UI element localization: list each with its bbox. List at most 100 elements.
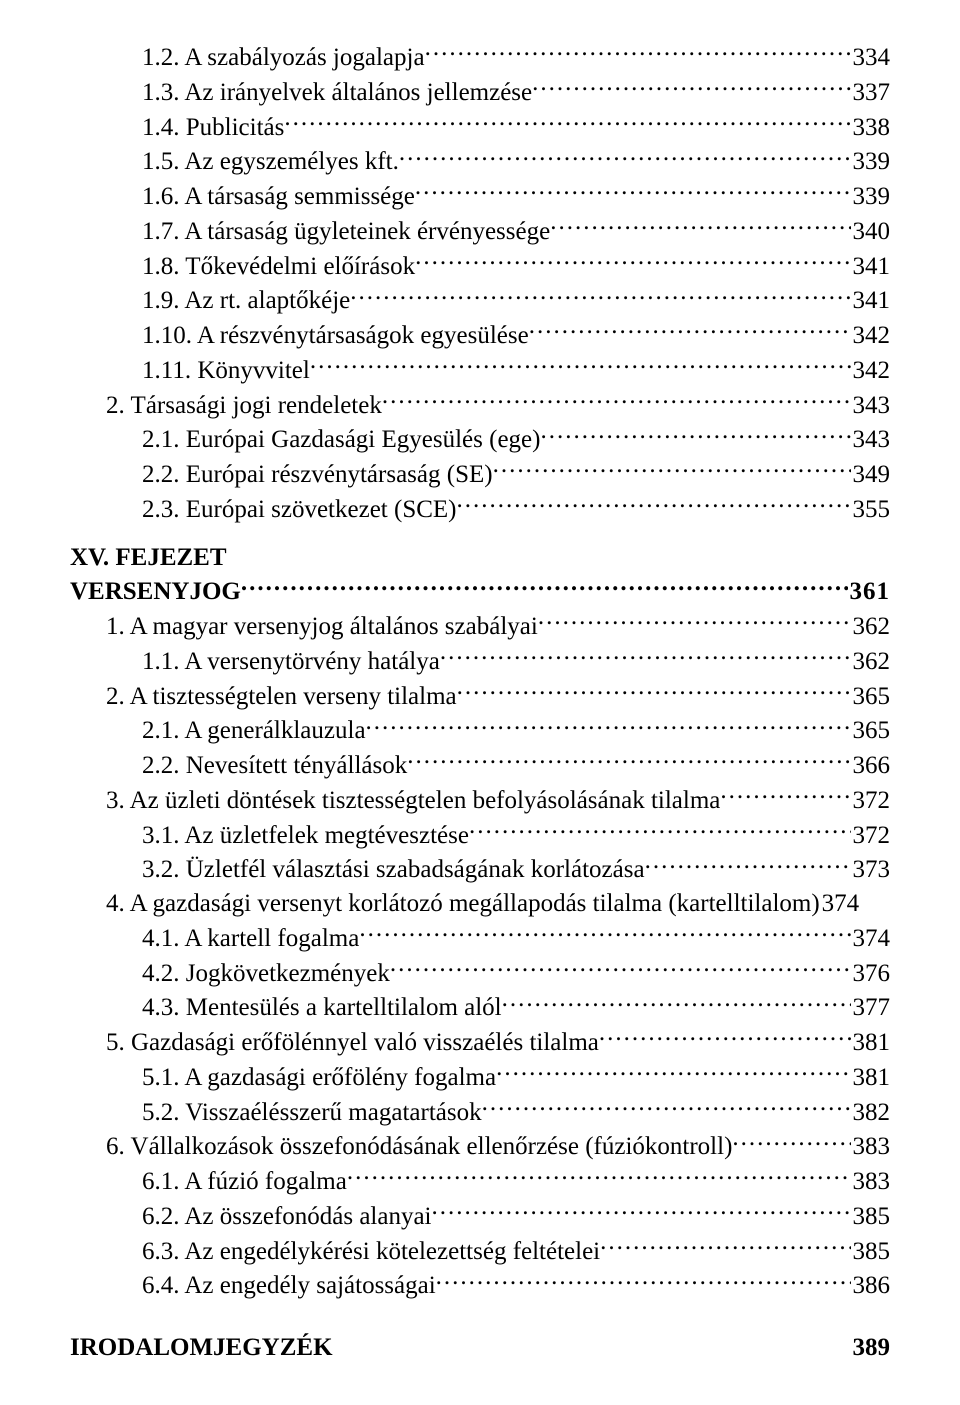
toc-dots	[600, 1234, 850, 1259]
toc-entry-label: 2. Társasági jogi rendeletek	[106, 389, 382, 423]
toc-entry: 5.1. A gazdasági erőfölény fogalma 381	[70, 1060, 890, 1095]
bibliography-page: 389	[853, 1331, 891, 1365]
toc-entry-page: 381	[851, 1061, 891, 1095]
toc-entry-label: 1.11. Könyvvitel	[142, 354, 310, 388]
toc-dots	[350, 283, 850, 308]
toc-dots	[599, 1025, 851, 1050]
chapter-roman: XV. FEJEZET	[70, 541, 890, 575]
toc-entry: 1.4. Publicitás338	[70, 110, 890, 145]
toc-entry: 4.1. A kartell fogalma374	[70, 921, 890, 956]
toc-entry: 2.3. Európai szövetkezet (SCE) 355	[70, 492, 890, 527]
toc-entry-label: 1.9. Az rt. alaptőkéje	[142, 284, 350, 318]
toc-dots	[493, 457, 851, 482]
toc-entry-page: 376	[851, 957, 891, 991]
toc-entry-label: 5.2. Visszaélésszerű magatartások	[142, 1096, 482, 1130]
toc-entry-label: 3.1. Az üzletfelek megtévesztése	[142, 819, 469, 853]
toc-dots	[457, 679, 851, 704]
chapter-header: XV. FEJEZET VERSENYJOG 361	[70, 541, 890, 610]
toc-entry-page: 362	[851, 610, 891, 644]
toc-entry: 6.2. Az összefonódás alanyai385	[70, 1199, 890, 1234]
toc-dots	[529, 318, 851, 343]
toc-entry-page: 365	[851, 680, 891, 714]
toc-dots	[482, 1095, 851, 1120]
toc-entry: 1.1. A versenytörvény hatálya 362	[70, 644, 890, 679]
toc-dots	[540, 422, 850, 447]
toc-entry-page: 342	[851, 354, 891, 388]
toc-dots	[550, 214, 850, 239]
toc-dots	[457, 492, 851, 517]
toc-entry: 1. A magyar versenyjog általános szabály…	[70, 609, 890, 644]
toc-entry-page: 366	[851, 749, 891, 783]
toc-entry-label: 5. Gazdasági erőfölénnyel való visszaélé…	[106, 1026, 599, 1060]
toc-entry-label: 1.1. A versenytörvény hatálya	[142, 645, 440, 679]
toc-dots	[382, 388, 851, 413]
toc-entry-page: 383	[851, 1130, 891, 1164]
toc-entry-label: 4. A gazdasági versenyt korlátozó megáll…	[106, 887, 820, 921]
toc-entry-page: 372	[851, 784, 891, 818]
toc-entry-page: 343	[851, 389, 891, 423]
toc-entry-label: 2.3. Európai szövetkezet (SCE)	[142, 493, 457, 527]
toc-entry-label: 4.2. Jogkövetkezmények	[142, 957, 390, 991]
toc-dots	[732, 1129, 850, 1154]
toc-entry-label: 6. Vállalkozások összefonódásának ellenő…	[106, 1130, 732, 1164]
toc-dots	[432, 1199, 851, 1224]
toc-dots	[366, 713, 851, 738]
chapter-title-line: VERSENYJOG 361	[70, 574, 890, 609]
toc-dots	[415, 179, 851, 204]
bibliography-line: IRODALOMJEGYZÉK 389	[70, 1331, 890, 1365]
toc-entry: 3.1. Az üzletfelek megtévesztése 372	[70, 818, 890, 853]
toc-dots	[284, 110, 850, 135]
toc-entry-label: 1.3. Az irányelvek általános jellemzése	[142, 76, 532, 110]
toc-entry-label: 1.8. Tőkevédelmi előírások	[142, 250, 415, 284]
toc-entry-page: 340	[851, 215, 891, 249]
toc-entry-page: 385	[851, 1235, 891, 1269]
toc-entry-page: 374	[851, 922, 891, 956]
toc-entry-label: 6.1. A fúzió fogalma	[142, 1165, 347, 1199]
toc-entry-label: 3.2. Üzletfél választási szabadságának k…	[142, 853, 645, 887]
toc-entry: 3.2. Üzletfél választási szabadságának k…	[70, 852, 890, 887]
toc-entry-page: 355	[851, 493, 891, 527]
toc-entry: 3. Az üzleti döntések tisztességtelen be…	[70, 783, 890, 818]
toc-entry: 1.9. Az rt. alaptőkéje341	[70, 283, 890, 318]
toc-dots	[399, 144, 851, 169]
toc-entry-label: 1.6. A társaság semmissége	[142, 180, 415, 214]
toc-dots	[425, 40, 851, 65]
chapter-title: VERSENYJOG	[70, 575, 241, 609]
toc-dots	[241, 574, 848, 599]
toc-entry-page: 339	[851, 145, 891, 179]
toc-dots	[407, 748, 850, 773]
toc-entry-page: 385	[851, 1200, 891, 1234]
toc-entry: 4. A gazdasági versenyt korlátozó megáll…	[70, 887, 890, 921]
bibliography-title: IRODALOMJEGYZÉK	[70, 1331, 333, 1365]
toc-entry-page: 342	[851, 319, 891, 353]
toc-entry: 2. Társasági jogi rendeletek 343	[70, 388, 890, 423]
toc-entry-page: 338	[851, 111, 891, 145]
toc-entry: 4.3. Mentesülés a kartelltilalom alól377	[70, 990, 890, 1025]
toc-entry-page: 382	[851, 1096, 891, 1130]
toc-entry: 4.2. Jogkövetkezmények 376	[70, 956, 890, 991]
toc-entry: 2. A tisztességtelen verseny tilalma365	[70, 679, 890, 714]
toc-entry: 1.3. Az irányelvek általános jellemzése3…	[70, 75, 890, 110]
toc-dots	[645, 852, 851, 877]
toc-entry-page: 381	[851, 1026, 891, 1060]
toc-entry-label: 5.1. A gazdasági erőfölény fogalma	[142, 1061, 496, 1095]
toc-entry: 5.2. Visszaélésszerű magatartások 382	[70, 1095, 890, 1130]
toc-entry-label: 2.2. Európai részvénytársaság (SE)	[142, 458, 493, 492]
toc-entry: 2.2. Nevesített tényállások366	[70, 748, 890, 783]
toc-dots	[720, 783, 850, 808]
toc-dots	[390, 956, 851, 981]
toc-entry-page: 372	[851, 819, 891, 853]
toc-section-2: 1. A magyar versenyjog általános szabály…	[70, 609, 890, 1303]
toc-entry-label: 1.7. A társaság ügyleteinek érvényessége	[142, 215, 550, 249]
toc-entry-page: 343	[851, 423, 891, 457]
toc-entry: 2.2. Európai részvénytársaság (SE)349	[70, 457, 890, 492]
toc-entry: 1.8. Tőkevédelmi előírások 341	[70, 249, 890, 284]
toc-entry-page: 386	[851, 1269, 891, 1303]
toc-entry-page: 362	[851, 645, 891, 679]
toc-dots	[310, 353, 851, 378]
toc-entry: 6.4. Az engedély sajátosságai386	[70, 1268, 890, 1303]
toc-dots	[440, 644, 851, 669]
toc-dots	[502, 990, 851, 1015]
toc-entry: 5. Gazdasági erőfölénnyel való visszaélé…	[70, 1025, 890, 1060]
toc-entry-page: 341	[851, 250, 891, 284]
